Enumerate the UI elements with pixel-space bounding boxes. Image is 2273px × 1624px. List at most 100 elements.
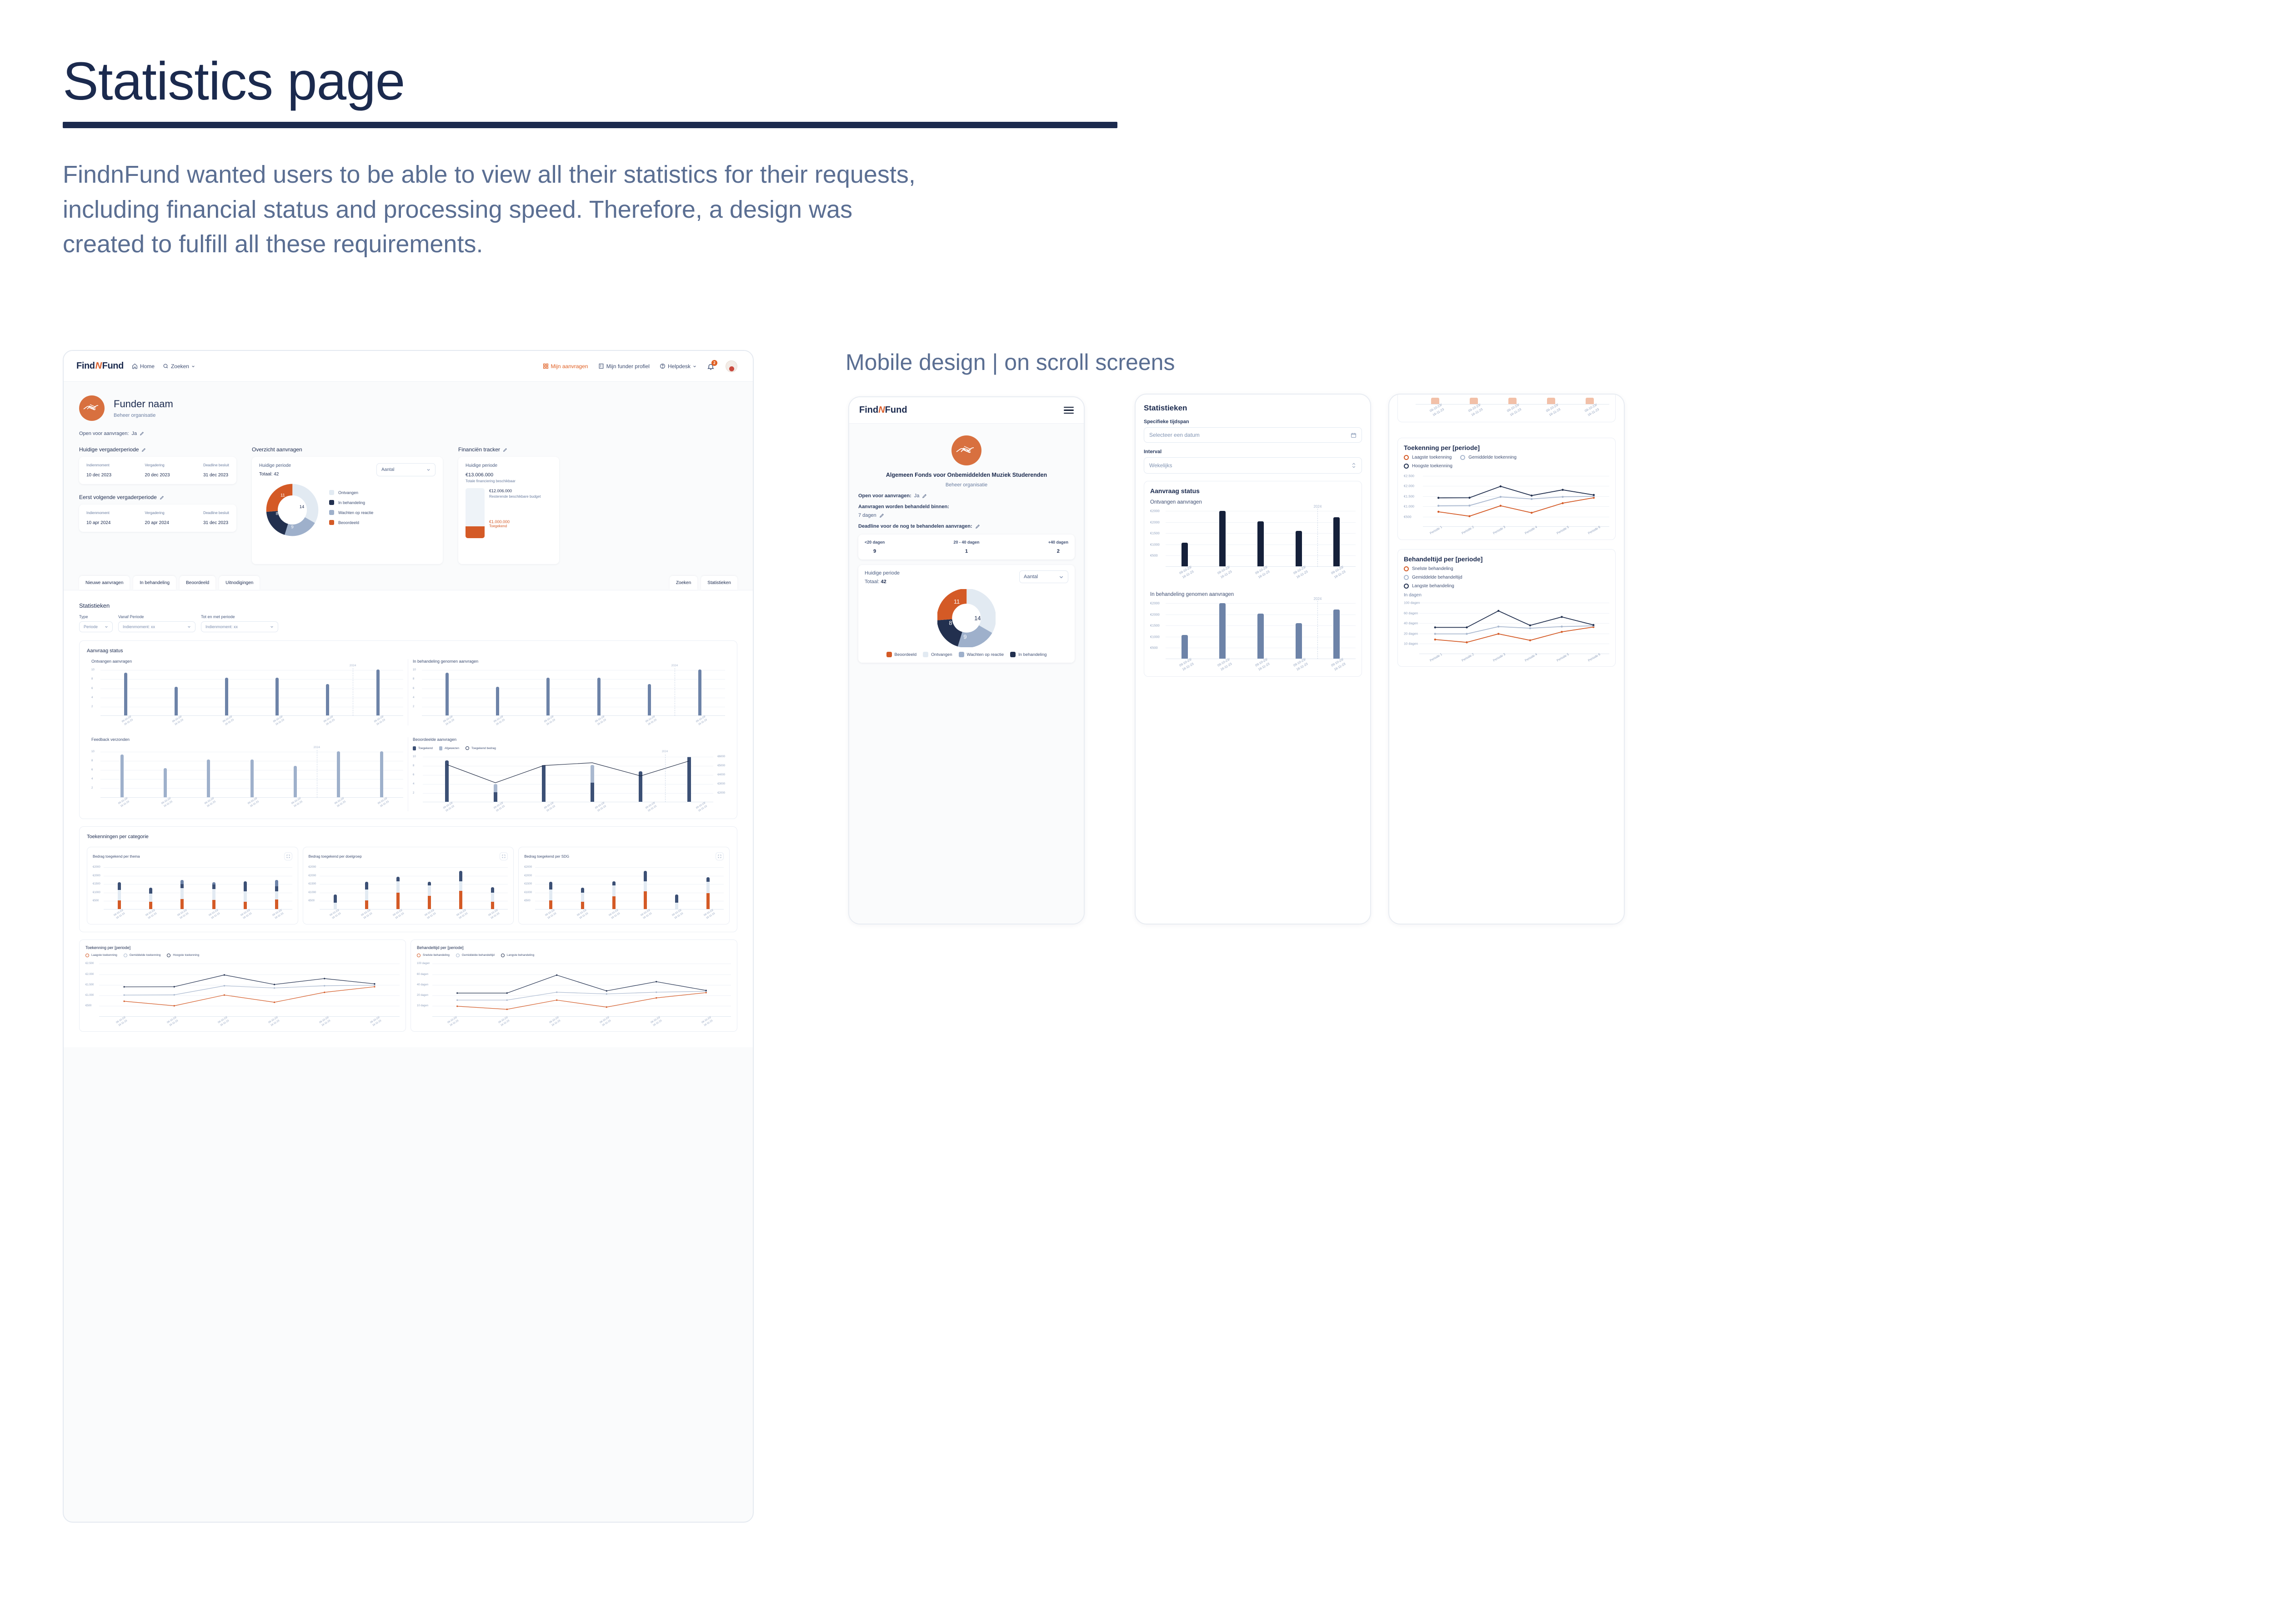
chart-beoordeelde-aanvragen: Beoordeelde aanvragen Toegekend Afgeweze… xyxy=(408,737,730,812)
finance-title-text: Financiën tracker xyxy=(458,446,501,453)
bar-segment xyxy=(333,903,337,909)
tab-zoeken[interactable]: Zoeken xyxy=(669,576,698,590)
edit-pencil-icon[interactable] xyxy=(160,495,164,500)
filter-from-select[interactable]: Indienmoment: xx xyxy=(118,621,195,632)
nav-item-helpdesk[interactable]: Helpdesk xyxy=(660,363,696,370)
svg-text:11: 11 xyxy=(280,493,285,498)
y-axis-label: 2 xyxy=(413,705,415,708)
bar xyxy=(120,754,124,797)
data-point xyxy=(506,1008,508,1010)
edit-pencil-icon[interactable] xyxy=(503,447,507,452)
col-header: Vergadering xyxy=(145,511,165,515)
bar-segment xyxy=(491,887,494,893)
edit-pencil-icon[interactable] xyxy=(140,431,144,436)
open-for-requests-row: Open voor aanvragen: Ja xyxy=(79,431,737,436)
line-series xyxy=(1435,626,1594,643)
data-point xyxy=(1466,641,1468,643)
bar xyxy=(1181,635,1188,659)
grid-icon xyxy=(543,363,549,369)
tab-nieuwe-aanvragen[interactable]: Nieuwe aanvragen xyxy=(79,576,130,590)
filter-to-select[interactable]: Indienmoment: xx xyxy=(201,621,278,632)
y-axis-label: €1500 xyxy=(1150,531,1160,535)
handled-within-row: Aanvragen worden behandeld binnen: xyxy=(858,504,1075,510)
y-axis-label: 6 xyxy=(91,687,93,690)
bar-segment xyxy=(118,900,121,909)
y-axis-label: €1000 xyxy=(93,891,100,894)
total-label: Totaal: xyxy=(865,579,880,585)
overview-select[interactable]: Aantal xyxy=(376,463,436,476)
finance-remaining-sub: Resterende beschikbare budget xyxy=(489,495,541,499)
chart-title: Bedrag toegekend per thema xyxy=(93,854,140,859)
y-axis-label: €2000 xyxy=(1150,509,1160,513)
search-icon xyxy=(163,363,169,369)
y2-axis-label: €6000 xyxy=(717,755,725,758)
svg-text:14: 14 xyxy=(974,615,981,622)
bar-segment xyxy=(275,880,278,886)
avatar[interactable] xyxy=(726,360,737,372)
data-point xyxy=(1468,515,1471,517)
bar-segment xyxy=(493,792,497,802)
bar-segment xyxy=(612,896,616,909)
bar-segment xyxy=(180,899,184,909)
legend-label: Beoordeeld xyxy=(338,520,360,525)
bar xyxy=(1295,623,1302,659)
edit-pencil-icon[interactable] xyxy=(141,447,146,452)
filter-type-select[interactable]: Periode xyxy=(79,621,113,632)
expand-icon[interactable] xyxy=(284,852,292,860)
year-label: 2024 xyxy=(1313,597,1322,601)
expand-icon[interactable] xyxy=(716,852,724,860)
nav-item-helpdesk-label: Helpdesk xyxy=(667,363,691,370)
bar xyxy=(1219,511,1226,566)
overview-donut-chart: 14 9 8 11 xyxy=(937,589,996,648)
filter-label: Type xyxy=(79,615,88,619)
edit-pencil-icon[interactable] xyxy=(975,524,980,529)
bar-segment xyxy=(149,887,153,894)
hamburger-menu-icon[interactable] xyxy=(1064,405,1074,416)
y-axis-label: 6 xyxy=(413,773,415,776)
notifications-button[interactable]: 2 xyxy=(706,360,717,371)
y-axis-label: €500 xyxy=(1404,515,1412,519)
edit-pencil-icon[interactable] xyxy=(879,513,884,518)
y-axis-label: €500 xyxy=(1150,645,1158,650)
legend-label: Ontvangen xyxy=(931,652,952,657)
data-point xyxy=(1497,632,1500,635)
brand-logo[interactable]: FindNFund xyxy=(859,405,907,415)
col-value: 20 apr 2024 xyxy=(145,520,169,525)
amount-select[interactable]: Aantal xyxy=(1019,570,1068,584)
bar-segment xyxy=(118,889,121,901)
bar xyxy=(1333,610,1340,659)
tab-beoordeeld[interactable]: Beoordeeld xyxy=(180,576,216,590)
chevron-down-icon xyxy=(1059,575,1064,580)
nav-item-zoeken[interactable]: Zoeken xyxy=(163,363,195,370)
nav-item-funder-profiel[interactable]: Mijn funder profiel xyxy=(598,363,650,370)
date-input[interactable]: Selecteer een datum xyxy=(1144,427,1362,443)
y-axis-label: 10 xyxy=(91,669,95,672)
bar-segment xyxy=(687,757,691,802)
data-point xyxy=(223,984,225,987)
nav-item-home[interactable]: Home xyxy=(132,363,155,370)
chevron-up-down-icon xyxy=(1351,462,1357,469)
bar-segment xyxy=(275,899,278,909)
tab-uitnodigingen[interactable]: Uitnodigingen xyxy=(219,576,260,590)
bar-segment xyxy=(639,771,643,802)
line-series xyxy=(1438,497,1594,517)
legend-label: Wachten op reactie xyxy=(966,652,1004,657)
total-value: 42 xyxy=(881,579,886,585)
overview-total-value: 42 xyxy=(274,472,279,477)
bar-segment xyxy=(428,882,431,886)
tab-in-behandeling[interactable]: In behandeling xyxy=(133,576,176,590)
data-point xyxy=(173,1004,175,1006)
bar xyxy=(293,765,297,797)
col-value: 31 dec 2023 xyxy=(203,473,229,478)
expand-icon[interactable] xyxy=(500,852,508,860)
bar xyxy=(546,678,550,715)
tab-statistieken[interactable]: Statistieken xyxy=(701,576,737,590)
edit-pencil-icon[interactable] xyxy=(922,494,927,499)
interval-select[interactable]: Wekelijks xyxy=(1144,457,1362,474)
data-point xyxy=(374,984,375,986)
data-point xyxy=(556,974,558,976)
bar xyxy=(1219,603,1226,659)
nav-item-mijn-aanvragen[interactable]: Mijn aanvragen xyxy=(543,363,588,370)
bar xyxy=(124,673,127,715)
